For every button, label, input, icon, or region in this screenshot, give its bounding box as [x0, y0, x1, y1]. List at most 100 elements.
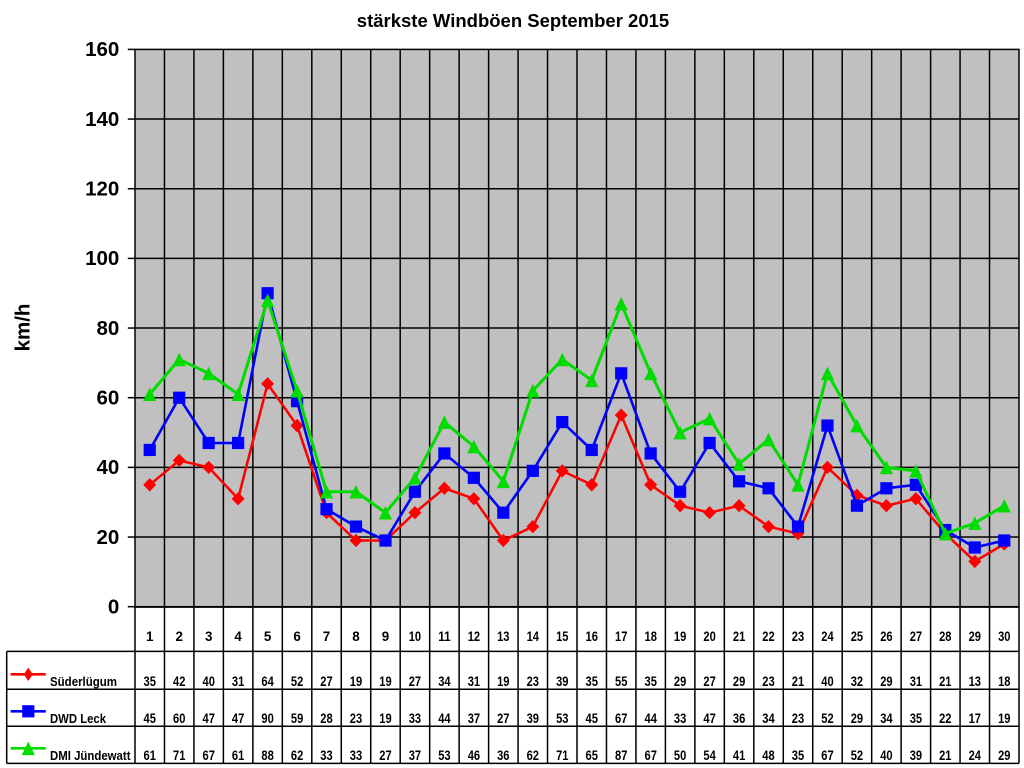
svg-text:40: 40 — [96, 456, 119, 479]
svg-text:31: 31 — [232, 674, 245, 689]
svg-text:42: 42 — [173, 674, 185, 689]
svg-text:37: 37 — [468, 711, 480, 726]
svg-text:25: 25 — [851, 629, 864, 644]
svg-text:20: 20 — [96, 526, 119, 549]
svg-text:34: 34 — [880, 711, 893, 726]
svg-text:27: 27 — [703, 674, 715, 689]
svg-text:19: 19 — [674, 629, 686, 644]
svg-text:23: 23 — [527, 674, 540, 689]
svg-text:52: 52 — [821, 711, 833, 726]
svg-text:27: 27 — [320, 674, 332, 689]
svg-text:DWD Leck: DWD Leck — [50, 711, 107, 726]
svg-text:34: 34 — [762, 711, 775, 726]
svg-text:21: 21 — [939, 674, 952, 689]
svg-text:50: 50 — [674, 748, 686, 763]
svg-text:67: 67 — [645, 748, 657, 763]
svg-text:35: 35 — [645, 674, 658, 689]
svg-text:18: 18 — [998, 674, 1011, 689]
svg-text:27: 27 — [910, 629, 922, 644]
svg-text:23: 23 — [792, 711, 805, 726]
svg-text:33: 33 — [350, 748, 363, 763]
svg-text:88: 88 — [261, 748, 274, 763]
svg-text:39: 39 — [527, 711, 539, 726]
svg-text:km/h: km/h — [11, 304, 34, 352]
svg-text:23: 23 — [792, 629, 804, 644]
svg-text:52: 52 — [851, 748, 863, 763]
svg-text:59: 59 — [291, 711, 303, 726]
svg-text:21: 21 — [792, 674, 805, 689]
svg-text:stärkste Windböen September 20: stärkste Windböen September 2015 — [357, 10, 669, 31]
svg-text:140: 140 — [85, 108, 119, 131]
svg-text:65: 65 — [586, 748, 599, 763]
svg-text:33: 33 — [320, 748, 333, 763]
svg-text:52: 52 — [291, 674, 303, 689]
svg-text:62: 62 — [291, 748, 303, 763]
svg-text:2: 2 — [175, 629, 182, 644]
svg-text:36: 36 — [733, 711, 746, 726]
svg-text:35: 35 — [586, 674, 599, 689]
svg-text:35: 35 — [910, 711, 923, 726]
svg-text:17: 17 — [969, 711, 981, 726]
svg-text:28: 28 — [320, 711, 333, 726]
svg-text:19: 19 — [998, 711, 1010, 726]
svg-text:30: 30 — [998, 629, 1010, 644]
svg-text:14: 14 — [527, 629, 540, 644]
svg-text:67: 67 — [203, 748, 215, 763]
svg-text:31: 31 — [468, 674, 481, 689]
svg-text:55: 55 — [615, 674, 628, 689]
svg-text:60: 60 — [96, 387, 119, 410]
svg-text:45: 45 — [586, 711, 599, 726]
svg-text:67: 67 — [821, 748, 833, 763]
svg-text:29: 29 — [733, 674, 745, 689]
svg-text:3: 3 — [205, 629, 212, 644]
svg-text:18: 18 — [645, 629, 658, 644]
svg-text:45: 45 — [144, 711, 157, 726]
svg-text:21: 21 — [733, 629, 746, 644]
svg-text:11: 11 — [438, 629, 451, 644]
svg-text:40: 40 — [203, 674, 215, 689]
svg-text:40: 40 — [880, 748, 892, 763]
svg-text:29: 29 — [969, 629, 981, 644]
svg-text:DMI Jündewatt: DMI Jündewatt — [50, 748, 131, 763]
svg-text:22: 22 — [939, 711, 951, 726]
svg-text:7: 7 — [323, 629, 330, 644]
svg-text:27: 27 — [379, 748, 391, 763]
svg-text:47: 47 — [232, 711, 244, 726]
svg-text:39: 39 — [556, 674, 568, 689]
svg-text:60: 60 — [173, 711, 185, 726]
svg-text:9: 9 — [382, 629, 389, 644]
svg-text:19: 19 — [379, 711, 391, 726]
svg-text:53: 53 — [438, 748, 451, 763]
svg-text:90: 90 — [261, 711, 273, 726]
svg-text:35: 35 — [792, 748, 805, 763]
svg-text:24: 24 — [821, 629, 834, 644]
svg-text:Süderlügum: Süderlügum — [50, 674, 117, 689]
svg-text:37: 37 — [409, 748, 421, 763]
svg-text:71: 71 — [556, 748, 569, 763]
svg-text:12: 12 — [468, 629, 480, 644]
svg-text:15: 15 — [556, 629, 569, 644]
svg-text:34: 34 — [438, 674, 451, 689]
svg-text:27: 27 — [409, 674, 421, 689]
svg-text:24: 24 — [969, 748, 982, 763]
svg-text:26: 26 — [880, 629, 892, 644]
svg-text:80: 80 — [96, 317, 119, 340]
svg-text:6: 6 — [293, 629, 300, 644]
svg-text:1: 1 — [146, 629, 154, 644]
svg-text:23: 23 — [350, 711, 363, 726]
svg-text:21: 21 — [939, 748, 952, 763]
svg-text:53: 53 — [556, 711, 569, 726]
svg-text:40: 40 — [821, 674, 833, 689]
svg-text:62: 62 — [527, 748, 539, 763]
svg-text:19: 19 — [497, 674, 509, 689]
svg-text:39: 39 — [910, 748, 922, 763]
svg-text:160: 160 — [85, 38, 119, 61]
svg-text:28: 28 — [939, 629, 952, 644]
svg-text:44: 44 — [645, 711, 658, 726]
svg-text:20: 20 — [703, 629, 715, 644]
svg-text:61: 61 — [232, 748, 245, 763]
svg-text:100: 100 — [85, 247, 119, 270]
svg-text:19: 19 — [379, 674, 391, 689]
svg-text:29: 29 — [674, 674, 686, 689]
svg-text:22: 22 — [762, 629, 774, 644]
